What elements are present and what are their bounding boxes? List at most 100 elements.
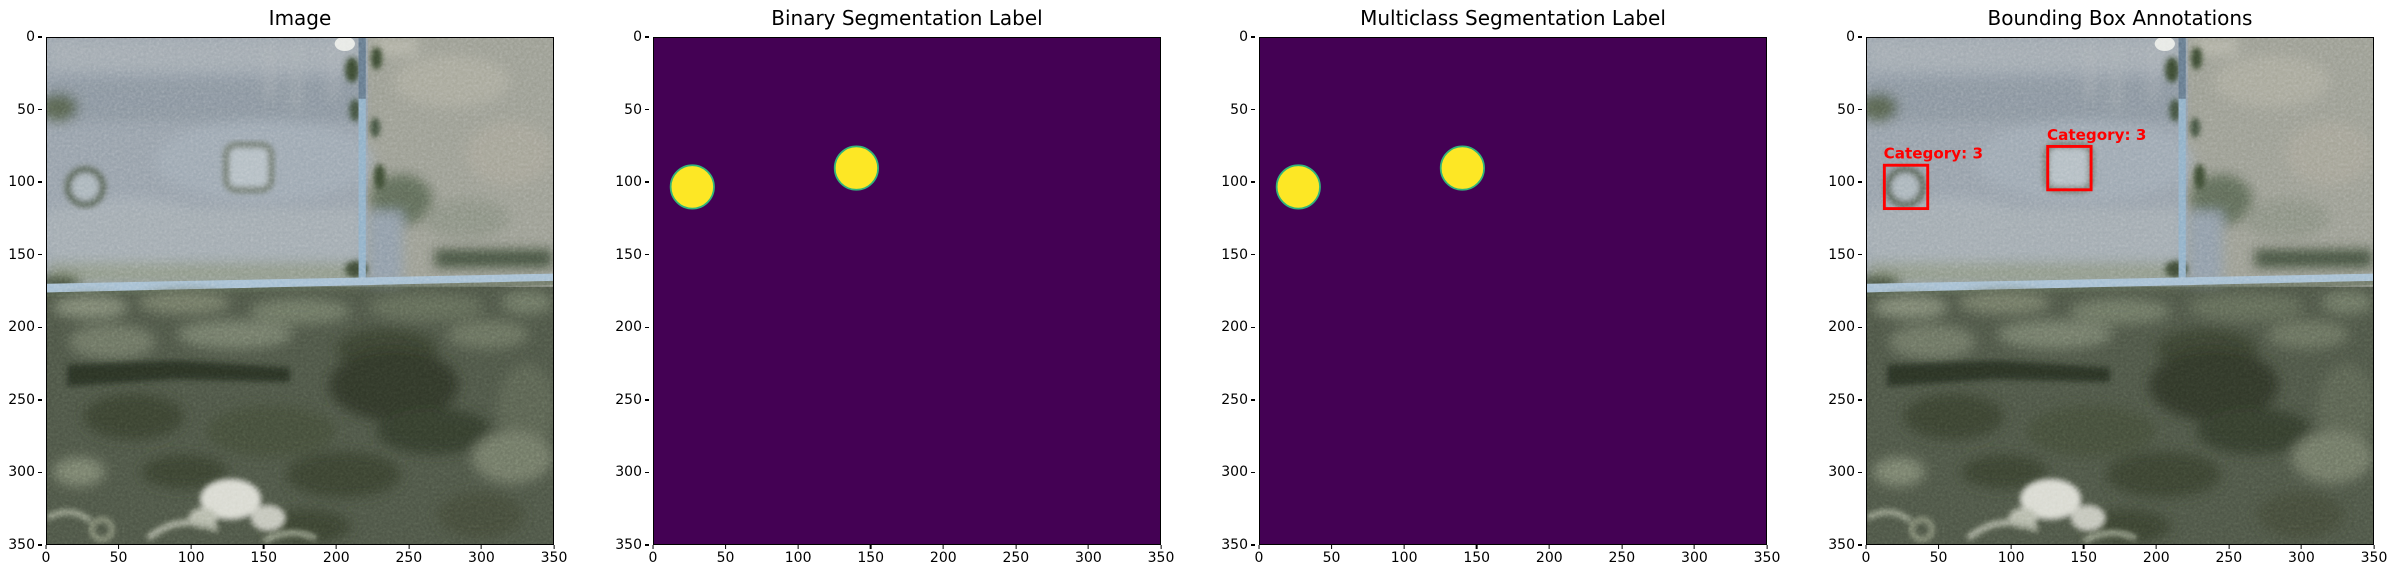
tick-mark: [1858, 544, 1862, 546]
y-tick-label: 150: [8, 246, 35, 263]
y-tick-label: 350: [8, 537, 35, 553]
bbox-layer: Category: 3 Category: 3: [1882, 126, 2146, 211]
y-tick: 150: [1221, 247, 1255, 263]
tick-mark: [1251, 181, 1255, 183]
tick-mark: [1251, 36, 1255, 38]
x-tick: 350: [541, 545, 567, 566]
y-tick: 0: [1846, 29, 1862, 45]
tick-mark: [645, 471, 649, 474]
tick-mark: [1858, 181, 1862, 183]
y-tick-label: 200: [8, 319, 35, 336]
y-tick: 150: [8, 247, 42, 263]
tick-mark: [1621, 545, 1623, 549]
x-tick-label: 300: [1075, 550, 1102, 566]
x-tick: 250: [1002, 545, 1029, 566]
y-tick-label: 250: [1828, 391, 1855, 408]
y-tick-label: 150: [1828, 246, 1855, 263]
y-tick: 350: [8, 537, 42, 553]
subplot-multiclass-segmentation: Multiclass Segmentation Label 0 50 100 150 2…: [1221, 0, 1780, 576]
x-axis: 0 50 100 150 200 250 300 350: [42, 545, 567, 573]
y-tick-label: 100: [615, 174, 642, 191]
y-tick: 200: [8, 319, 42, 335]
x-tick: 300: [2288, 545, 2315, 566]
tick-mark: [38, 254, 42, 256]
y-tick-label: 200: [615, 319, 642, 336]
axes-image: [46, 37, 554, 545]
tick-mark: [38, 326, 42, 328]
tick-mark: [645, 544, 649, 546]
axes-binary-mask: [653, 37, 1161, 545]
y-tick: 350: [1828, 537, 1862, 553]
y-tick-label: 100: [1221, 174, 1248, 191]
tick-mark: [2010, 545, 2012, 549]
tick-mark: [1476, 545, 1478, 549]
x-tick-label: 100: [784, 550, 812, 566]
x-tick-label: 150: [250, 550, 278, 566]
y-tick: 250: [1828, 392, 1862, 408]
y-tick-label: 250: [8, 391, 35, 408]
tick-mark: [1693, 545, 1696, 549]
x-tick-label: 300: [1681, 550, 1708, 566]
y-tick-label: 350: [1828, 537, 1855, 553]
y-tick-label: 0: [26, 29, 35, 45]
y-tick: 300: [1221, 464, 1255, 480]
bounding-box: [2046, 144, 2093, 192]
y-tick-label: 0: [1239, 29, 1248, 45]
tick-mark: [1251, 471, 1255, 474]
y-tick-label: 150: [615, 246, 642, 263]
tick-mark: [190, 545, 192, 549]
tick-mark: [1403, 545, 1405, 549]
y-tick-label: 300: [615, 464, 642, 481]
y-tick: 300: [615, 464, 649, 480]
x-tick: 300: [1681, 545, 1708, 566]
y-tick-label: 50: [1837, 101, 1855, 118]
tick-mark: [724, 545, 727, 549]
tick-mark: [1858, 108, 1862, 111]
tick-mark: [45, 545, 47, 549]
tick-mark: [2228, 545, 2230, 549]
tick-mark: [1251, 326, 1255, 328]
tick-mark: [2155, 545, 2157, 549]
binary-mask-image: [654, 38, 1160, 544]
x-tick-label: 200: [2142, 550, 2170, 566]
x-tick: 300: [468, 545, 495, 566]
y-tick: 100: [1221, 174, 1255, 190]
tick-mark: [1858, 326, 1862, 328]
tick-mark: [1937, 545, 1940, 549]
annotated-satellite-image: Category: 3 Category: 3: [1867, 38, 2373, 544]
x-tick-label: 300: [468, 550, 495, 566]
segmentation-circle: [669, 164, 715, 210]
x-tick-label: 300: [2288, 550, 2315, 566]
y-tick: 100: [8, 174, 42, 190]
y-tick-label: 150: [1221, 246, 1248, 263]
segmentation-circle: [833, 145, 879, 191]
x-tick: 150: [2070, 545, 2097, 566]
y-tick: 100: [1828, 174, 1862, 190]
y-tick-label: 50: [17, 101, 35, 118]
subplot-title: Multiclass Segmentation Label: [1360, 6, 1666, 30]
y-tick: 50: [1837, 102, 1862, 118]
subplot-bounding-boxes: Bounding Box Annotations Category: 3 Cate…: [1828, 0, 2387, 576]
tick-mark: [645, 36, 649, 38]
tick-mark: [117, 545, 120, 549]
tick-mark: [38, 36, 42, 38]
tick-mark: [870, 545, 872, 549]
tick-mark: [408, 545, 410, 549]
x-tick: 100: [1391, 545, 1418, 566]
y-tick: 150: [615, 247, 649, 263]
x-tick: 100: [1998, 545, 2025, 566]
x-tick: 0: [1255, 545, 1263, 566]
tick-mark: [1548, 545, 1550, 549]
x-tick-label: 100: [1390, 550, 1418, 566]
x-tick: 150: [250, 545, 277, 566]
y-tick: 200: [1828, 319, 1862, 335]
x-tick-label: 50: [1322, 550, 1341, 566]
bounding-box: [1882, 163, 1930, 211]
tick-mark: [1858, 36, 1862, 38]
tick-mark: [1251, 254, 1255, 256]
x-tick: 350: [2361, 545, 2387, 566]
x-tick: 50: [110, 545, 127, 566]
tick-mark: [645, 108, 649, 111]
x-tick-label: 250: [1002, 550, 1030, 566]
